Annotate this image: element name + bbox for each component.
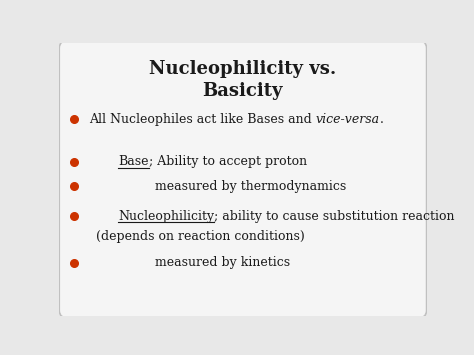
Text: Nucleophilicity vs.
Basicity: Nucleophilicity vs. Basicity: [149, 60, 337, 100]
Text: All Nucleophiles act like Bases and: All Nucleophiles act like Bases and: [89, 113, 315, 126]
Text: measured by thermodynamics: measured by thermodynamics: [155, 180, 346, 193]
Text: Base: Base: [118, 155, 148, 168]
Text: Nucleophilicity: Nucleophilicity: [118, 210, 214, 223]
Text: measured by kinetics: measured by kinetics: [155, 256, 290, 269]
Text: vice-versa: vice-versa: [315, 113, 380, 126]
Text: .: .: [380, 113, 383, 126]
Text: ; Ability to accept proton: ; Ability to accept proton: [148, 155, 307, 168]
Text: (depends on reaction conditions): (depends on reaction conditions): [96, 230, 305, 243]
Text: ; ability to cause substitution reaction: ; ability to cause substitution reaction: [214, 210, 455, 223]
FancyBboxPatch shape: [59, 40, 427, 319]
